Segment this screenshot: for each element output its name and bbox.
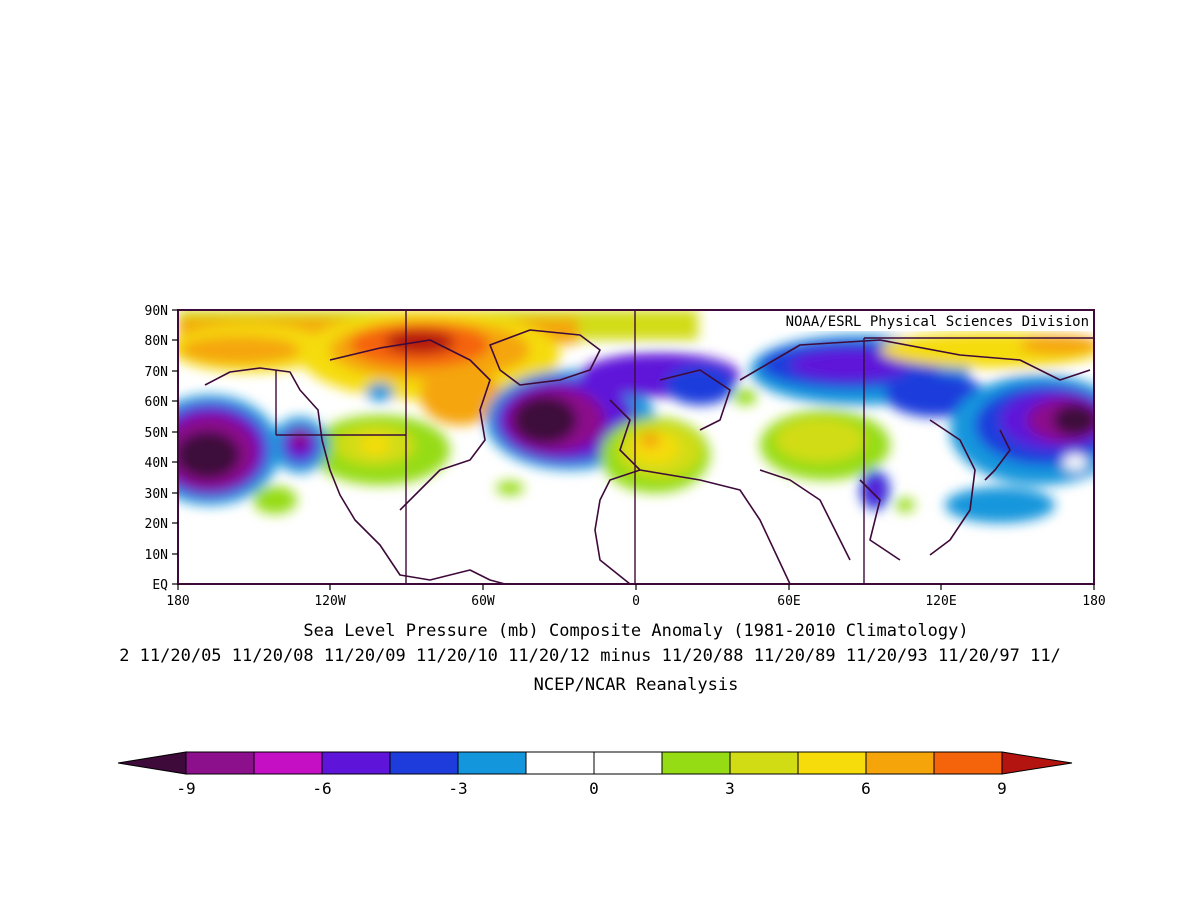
lat-label: 20N [145,517,168,532]
colorbar-right-arrow [1001,751,1073,775]
lon-labels: 180 120W 60W 0 60E 120E 180 [166,594,1105,609]
colorbar-bin [797,751,867,775]
lon-label: 180 [1082,594,1105,609]
colorbar-bin [321,751,391,775]
lat-label: 70N [145,365,168,380]
title-line-3: NCEP/NCAR Reanalysis [534,675,739,695]
coast-greenland [489,329,601,386]
lon-label: 120W [314,594,345,609]
title-line-1: Sea Level Pressure (mb) Composite Anomal… [303,621,968,641]
lat-labels: 90N 80N 70N 60N 50N 40N 30N 20N 10N EQ [145,304,169,593]
lat-label: EQ [152,578,168,593]
colorbar-bin [457,751,527,775]
colorbar-label: -3 [448,779,467,798]
lat-ticks [172,309,178,585]
coast-north-america [204,339,506,584]
lon-ticks [177,584,1095,590]
colorbar-bins [185,751,1003,775]
coast-asia [739,339,1091,561]
lat-label: 50N [145,426,168,441]
colorbar-bin [865,751,935,775]
colorbar-bin [185,751,255,775]
lon-label: 180 [166,594,189,609]
lat-label: 30N [145,487,168,502]
map-panel: NOAA/ESRL Physical Sciences Division 90N… [145,304,1106,609]
lat-label: 10N [145,548,168,563]
colorbar-label: -9 [176,779,195,798]
colorbar-labels: -9 -6 -3 0 3 6 9 [176,779,1006,798]
colorbar-bin [661,751,731,775]
lat-label: 60N [145,395,168,410]
colorbar-bin [593,751,663,775]
colorbar-bin [933,751,1003,775]
colorbar-left-arrow [117,751,187,775]
credit-backdrop [755,311,1093,331]
coast-japan [984,429,1011,481]
lon-label: 60E [777,594,800,609]
lon-label: 0 [632,594,640,609]
title-line-2: 2 11/20/05 11/20/08 11/20/09 11/20/10 11… [119,646,1061,666]
colorbar-label: 6 [861,779,871,798]
credit-text: NOAA/ESRL Physical Sciences Division [786,314,1089,330]
lon-label: 60W [471,594,495,609]
colorbar-bin [389,751,459,775]
lat-label: 80N [145,334,168,349]
colorbar: -9 -6 -3 0 3 6 9 [117,751,1073,798]
lat-label: 90N [145,304,168,319]
colorbar-bin [525,751,595,775]
coastlines [204,329,1091,584]
lon-label: 120E [925,594,956,609]
colorbar-label: 3 [725,779,735,798]
region-boxes [275,310,1094,584]
colorbar-bin [253,751,323,775]
colorbar-label: 9 [997,779,1007,798]
figure-titles: Sea Level Pressure (mb) Composite Anomal… [119,621,1061,695]
coast-europe-africa [594,369,791,584]
colorbar-label: 0 [589,779,599,798]
colorbar-label: -6 [312,779,331,798]
colorbar-bin [729,751,799,775]
lat-label: 40N [145,456,168,471]
